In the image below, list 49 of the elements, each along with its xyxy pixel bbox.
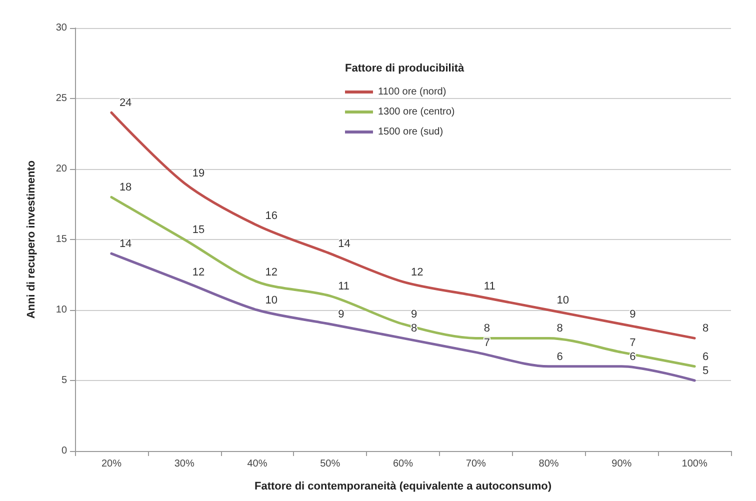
data-label: 14 — [119, 238, 132, 250]
y-tick-label: 20 — [56, 164, 68, 174]
y-tick-label: 30 — [56, 22, 68, 34]
x-tick-label: 90% — [612, 458, 632, 470]
x-tick-label: 50% — [320, 458, 340, 470]
data-label: 8 — [556, 322, 563, 335]
x-tick-label: 60% — [392, 458, 414, 470]
x-axis-title: Fattore di contemporaneità (equivalente a autoconsumo) — [254, 480, 552, 492]
data-label: 12 — [265, 266, 278, 278]
data-label: 14 — [338, 238, 350, 250]
data-label: 6 — [702, 350, 709, 363]
data-label: 8 — [484, 322, 490, 335]
legend-label: 1300 ore (centro) — [378, 106, 455, 118]
data-label: 9 — [338, 308, 344, 321]
x-tick-label: 20% — [101, 458, 122, 470]
x-tick-label: 70% — [466, 458, 486, 470]
data-label: 6 — [556, 350, 563, 363]
x-tick-label: 80% — [538, 458, 559, 470]
data-label: 5 — [702, 365, 709, 377]
data-label: 7 — [484, 336, 490, 349]
line-series — [110, 252, 696, 382]
data-label: 12 — [411, 266, 424, 278]
data-label: 15 — [192, 224, 205, 236]
data-label: 9 — [411, 308, 418, 321]
data-label: 19 — [192, 168, 205, 180]
data-label: 8 — [702, 322, 709, 335]
y-tick-label: 25 — [56, 93, 68, 104]
y-tick-label: 5 — [61, 375, 68, 386]
data-label: 24 — [119, 97, 132, 110]
line-series — [110, 196, 696, 368]
y-tick-label: 15 — [56, 234, 68, 245]
data-label: 16 — [265, 210, 278, 222]
legend-label: 1100 ore (nord) — [378, 86, 446, 98]
y-tick-label: 10 — [56, 304, 68, 316]
data-label: 11 — [338, 280, 350, 292]
data-label: 10 — [265, 294, 278, 306]
data-label: 11 — [484, 280, 496, 292]
legend-title: Fattore di producibilità — [345, 62, 466, 74]
x-tick-label: 100% — [682, 458, 708, 470]
x-tick-label: 30% — [174, 458, 194, 470]
legend-label: 1500 ore (sud) — [378, 126, 444, 138]
data-label: 7 — [630, 336, 636, 349]
data-label: 12 — [192, 266, 205, 278]
y-tick-label: 0 — [61, 446, 68, 456]
data-label: 9 — [630, 308, 636, 321]
data-label: 10 — [556, 294, 570, 306]
x-tick-label: 40% — [247, 458, 268, 470]
data-label: 18 — [119, 182, 132, 194]
y-axis-title: Anni di recupero investimento — [26, 160, 38, 319]
